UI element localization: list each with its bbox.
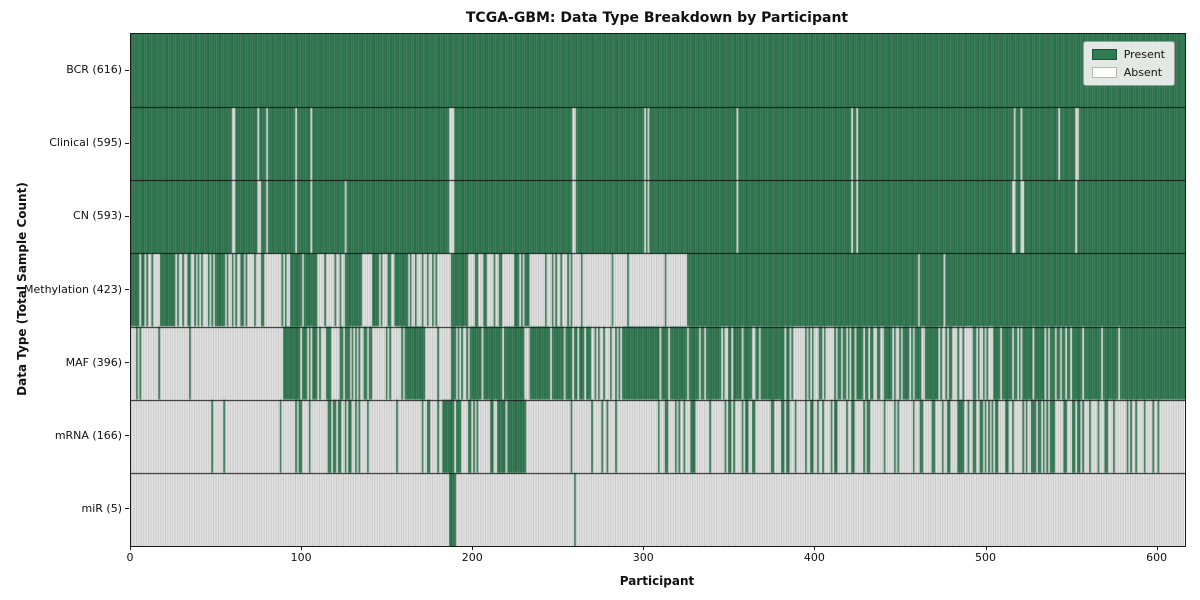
y-tick-mark — [125, 69, 129, 71]
legend-swatch-absent — [1091, 67, 1117, 78]
legend: Present Absent — [1082, 41, 1175, 86]
y-tick-mark — [125, 215, 129, 217]
x-tick-label: 0 — [126, 551, 134, 564]
legend-label: Absent — [1123, 66, 1163, 79]
x-tick-mark — [130, 546, 131, 550]
y-tick-mark — [125, 142, 129, 144]
y-tick-mark — [125, 289, 129, 290]
y-row-label-MAF: MAF (396) — [65, 355, 122, 369]
legend-item-absent: Absent — [1091, 66, 1165, 79]
legend-swatch-present — [1091, 49, 1117, 60]
presence-matrix-canvas — [131, 34, 1185, 546]
x-tick-label: 200 — [461, 551, 483, 564]
y-row-label-Methylation: Methylation (423) — [24, 282, 122, 296]
y-row-label-BCR: BCR (616) — [66, 63, 122, 77]
x-tick-label: 400 — [803, 551, 825, 564]
y-row-label-Clinical: Clinical (595) — [49, 136, 122, 150]
x-axis-title: Participant — [619, 574, 695, 588]
x-tick-mark — [301, 546, 303, 550]
x-tick-label: 100 — [290, 551, 312, 564]
chart-title: TCGA-GBM: Data Type Breakdown by Partici… — [465, 10, 849, 26]
x-tick-mark — [643, 546, 645, 550]
y-tick-mark — [125, 508, 129, 510]
y-tick-mark — [125, 362, 129, 364]
legend-label: Present — [1123, 48, 1165, 61]
y-row-label-CN: CN (593) — [73, 209, 122, 223]
x-tick-label: 300 — [632, 551, 654, 564]
x-tick-mark — [472, 546, 474, 550]
x-tick-mark — [985, 546, 987, 550]
y-row-label-miR: miR (5) — [81, 501, 123, 515]
x-tick-label: 600 — [1146, 551, 1168, 564]
x-tick-label: 500 — [975, 551, 997, 564]
plot-area — [130, 33, 1186, 547]
y-tick-mark — [125, 435, 129, 437]
x-tick-mark — [1156, 546, 1158, 550]
legend-item-present: Present — [1091, 48, 1165, 61]
y-row-label-mRNA: mRNA (166) — [54, 428, 122, 442]
x-tick-mark — [814, 546, 816, 550]
